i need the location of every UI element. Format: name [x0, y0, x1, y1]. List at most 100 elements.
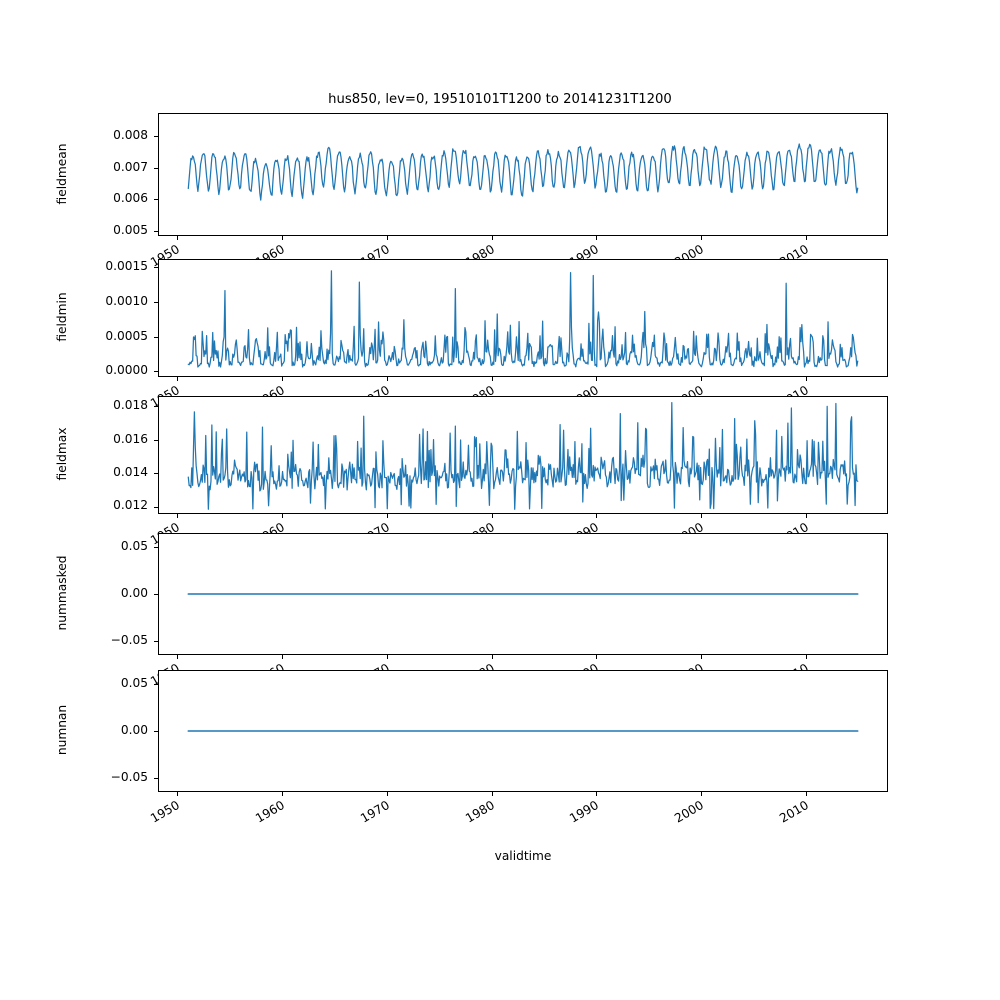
x-tick-mark: [596, 236, 598, 240]
y-tick-fieldmin-3: 0.0015: [62, 259, 148, 273]
x-tick-label-2000: 2000: [672, 798, 707, 826]
plot-panel-fieldmean: [158, 113, 888, 236]
plot-panel-fieldmin: [158, 259, 888, 377]
x-tick-mark: [491, 655, 493, 659]
x-tick-mark: [281, 377, 283, 381]
y-tick-label: 0.005: [113, 223, 148, 238]
x-tick-mark: [281, 792, 283, 796]
y-tick-mark: [154, 439, 158, 441]
x-tick-label-2010: 2010: [777, 798, 812, 826]
x-tick-label-1970: 1970: [357, 798, 392, 826]
x-tick-mark: [386, 377, 388, 381]
x-tick-mark: [386, 514, 388, 518]
y-tick-label: 0.05: [120, 539, 148, 554]
y-tick-mark: [154, 473, 158, 475]
x-tick-mark: [491, 792, 493, 796]
x-tick-mark: [491, 377, 493, 381]
y-axis-label-nummasked: nummasked: [55, 555, 69, 631]
x-tick-mark: [386, 792, 388, 796]
x-tick-mark: [176, 514, 178, 518]
y-tick-mark: [154, 731, 158, 733]
y-tick-label: 0.0000: [105, 363, 148, 378]
y-tick-label: 0.006: [113, 191, 148, 206]
x-tick-label-1980: 1980: [462, 798, 497, 826]
x-tick-mark: [386, 236, 388, 240]
y-tick-label: 0.00: [120, 586, 148, 600]
x-tick-mark: [596, 377, 598, 381]
y-tick-fieldmean-3: 0.008: [62, 128, 148, 142]
x-tick-mark: [281, 514, 283, 518]
y-tick-mark: [154, 371, 158, 373]
x-tick-mark: [806, 514, 808, 518]
y-tick-fieldmax-2: 0.016: [62, 432, 148, 446]
y-tick-nummasked-1: 0.00: [62, 586, 148, 600]
y-axis-label-fieldmean: fieldmean: [55, 143, 69, 204]
x-tick-mark: [806, 792, 808, 796]
x-tick-mark: [701, 236, 703, 240]
y-tick-fieldmean-2: 0.007: [62, 160, 148, 174]
y-tick-label: 0.00: [120, 723, 148, 737]
y-tick-label: 0.018: [113, 398, 148, 413]
y-axis-label-fieldmin: fieldmin: [55, 292, 69, 342]
y-tick-fieldmean-1: 0.006: [62, 191, 148, 205]
x-tick-mark: [386, 655, 388, 659]
figure-title: hus850, lev=0, 19510101T1200 to 20141231…: [328, 92, 672, 107]
y-tick-label: 0.0005: [105, 328, 148, 343]
y-tick-mark: [154, 167, 158, 169]
data-line-fieldmax: [187, 402, 859, 510]
x-tick-mark: [701, 514, 703, 518]
x-tick-mark: [596, 514, 598, 518]
y-tick-label: 0.0015: [105, 259, 148, 274]
x-tick-mark: [596, 792, 598, 796]
x-tick-mark: [596, 655, 598, 659]
data-line-fieldmin: [187, 270, 859, 368]
y-tick-label: 0.05: [120, 676, 148, 691]
y-tick-fieldmax-3: 0.018: [62, 398, 148, 412]
x-tick-mark: [806, 236, 808, 240]
y-tick-nummasked-0: −0.05: [62, 633, 148, 647]
y-tick-numnan-0: −0.05: [62, 770, 148, 784]
x-tick-mark: [176, 792, 178, 796]
y-tick-label: 0.008: [113, 127, 148, 142]
x-tick-mark: [281, 236, 283, 240]
x-tick-mark: [806, 377, 808, 381]
y-tick-mark: [154, 135, 158, 137]
plot-panel-numnan: [158, 670, 888, 792]
y-tick-mark: [154, 199, 158, 201]
y-tick-label: 0.007: [113, 159, 148, 174]
y-axis-label-numnan: numnan: [55, 704, 69, 756]
y-tick-label: 0.012: [113, 498, 148, 513]
plot-panel-fieldmax: [158, 396, 888, 514]
y-tick-label: −0.05: [110, 769, 148, 784]
x-tick-mark: [701, 792, 703, 796]
y-tick-label: −0.05: [110, 632, 148, 647]
y-tick-fieldmean-0: 0.005: [62, 223, 148, 237]
y-tick-mark: [154, 302, 158, 304]
plot-panel-nummasked: [158, 533, 888, 655]
y-tick-nummasked-2: 0.05: [62, 539, 148, 553]
x-tick-mark: [491, 236, 493, 240]
y-tick-fieldmin-0: 0.0000: [62, 363, 148, 377]
y-tick-fieldmin-1: 0.0005: [62, 329, 148, 343]
x-tick-mark: [281, 655, 283, 659]
x-tick-mark: [491, 514, 493, 518]
y-tick-mark: [154, 406, 158, 408]
y-tick-numnan-2: 0.05: [62, 676, 148, 690]
y-tick-label: 0.014: [113, 465, 148, 480]
data-line-fieldmean: [187, 143, 859, 201]
y-axis-label-fieldmax: fieldmax: [55, 427, 69, 481]
y-tick-mark: [154, 777, 158, 779]
x-tick-mark: [701, 377, 703, 381]
y-tick-mark: [154, 547, 158, 549]
x-tick-mark: [176, 236, 178, 240]
y-tick-mark: [154, 506, 158, 508]
y-tick-fieldmax-0: 0.012: [62, 498, 148, 512]
x-tick-mark: [176, 655, 178, 659]
x-tick-label-1960: 1960: [252, 798, 287, 826]
y-tick-mark: [154, 640, 158, 642]
x-tick-mark: [176, 377, 178, 381]
y-tick-fieldmax-1: 0.014: [62, 465, 148, 479]
x-tick-mark: [806, 655, 808, 659]
y-tick-mark: [154, 336, 158, 338]
